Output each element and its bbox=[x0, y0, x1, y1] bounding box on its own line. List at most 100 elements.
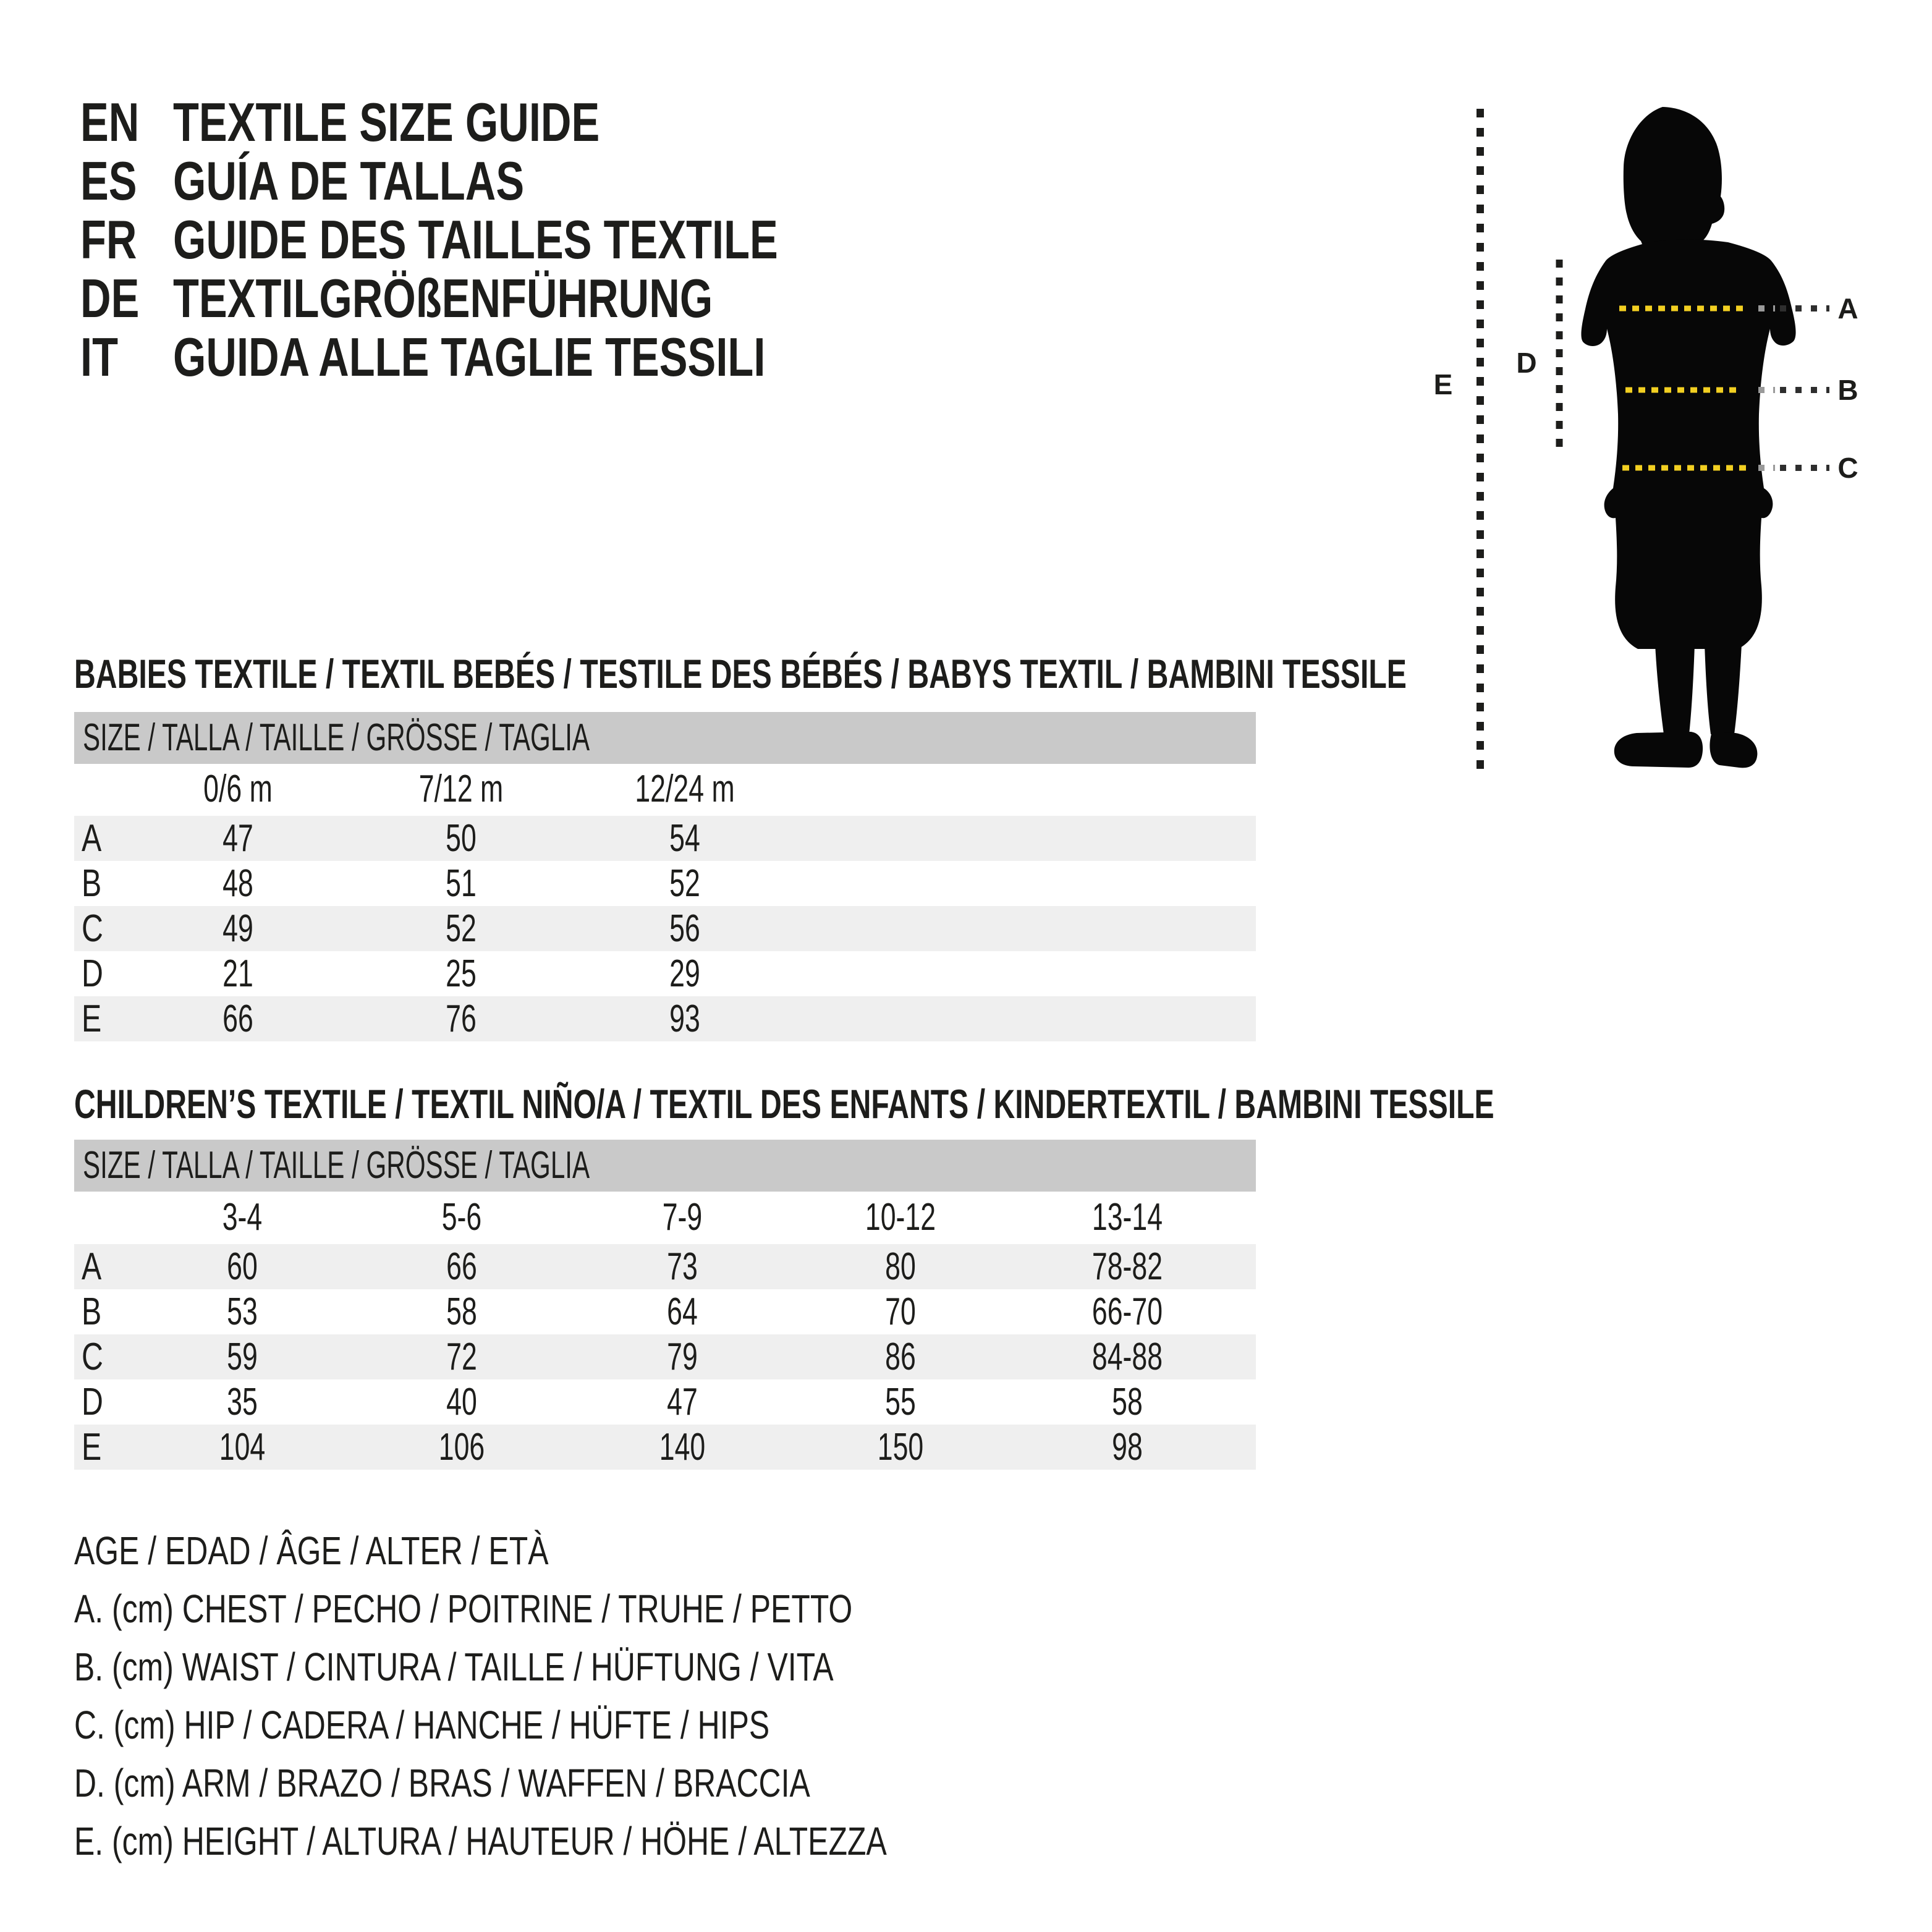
cell-value: 78-82 bbox=[1091, 1245, 1163, 1288]
figure-label-arm-d: D bbox=[1516, 347, 1536, 379]
cell-value: 64 bbox=[667, 1290, 698, 1333]
cell-value: 106 bbox=[438, 1426, 485, 1468]
cell-value: 73 bbox=[667, 1245, 698, 1288]
cell-value: 48 bbox=[222, 862, 253, 905]
children-row-a: A 60 66 73 80 78-82 bbox=[74, 1244, 1256, 1289]
cell-value: 55 bbox=[885, 1381, 916, 1423]
babies-col-header-3: 12/24 m bbox=[635, 768, 735, 810]
row-label: C bbox=[82, 907, 103, 950]
cell-value: 49 bbox=[222, 907, 253, 950]
children-column-headers: 3-4 5-6 7-9 10-12 13-14 bbox=[74, 1196, 1256, 1239]
row-label: D bbox=[82, 952, 103, 995]
cell-value: 52 bbox=[669, 862, 700, 905]
legend-text: AGE / EDAD / ÂGE / ALTER / ETÀ bbox=[74, 1528, 549, 1573]
figure-label-waist-b: B bbox=[1837, 374, 1858, 406]
cell-value: 79 bbox=[667, 1336, 698, 1378]
cell-value: 54 bbox=[669, 817, 700, 860]
language-code-it: IT bbox=[80, 326, 118, 388]
silhouette-right-shoe bbox=[1710, 732, 1758, 768]
cell-value: 86 bbox=[885, 1336, 916, 1378]
row-label: E bbox=[82, 1426, 102, 1468]
babies-size-header-text: SIZE / TALLA / TAILLE / GRÖSSE / TAGLIA bbox=[83, 716, 590, 759]
row-label: D bbox=[82, 1381, 103, 1423]
babies-row-e: E 66 76 93 bbox=[74, 996, 1256, 1041]
page-title-de: TEXTILGRÖßENFÜHRUNG bbox=[173, 268, 713, 329]
figure-label-height-e: E bbox=[1434, 368, 1453, 400]
language-code-de: DE bbox=[80, 268, 140, 329]
cell-value: 66 bbox=[222, 998, 253, 1040]
babies-row-d: D 21 25 29 bbox=[74, 951, 1256, 996]
cell-value: 76 bbox=[446, 998, 477, 1040]
language-code-fr: FR bbox=[80, 209, 137, 270]
cell-value: 70 bbox=[885, 1290, 916, 1333]
babies-section-heading: BABIES TEXTILE / TEXTIL BEBÉS / TESTILE … bbox=[74, 649, 1899, 698]
measure-lines bbox=[1619, 305, 1829, 471]
cell-value: 25 bbox=[446, 952, 477, 995]
cell-value: 51 bbox=[446, 862, 477, 905]
babies-row-a: A 47 50 54 bbox=[74, 816, 1256, 861]
cell-value: 29 bbox=[669, 952, 700, 995]
cell-value: 56 bbox=[669, 907, 700, 950]
figure-label-chest-a: A bbox=[1837, 292, 1858, 324]
page-title-es: GUÍA DE TALLAS bbox=[173, 150, 525, 211]
children-size-header-bar: SIZE / TALLA / TAILLE / GRÖSSE / TAGLIA bbox=[74, 1140, 1256, 1192]
silhouette-left-leg bbox=[1655, 644, 1695, 734]
cell-value: 50 bbox=[446, 817, 477, 860]
row-label: A bbox=[82, 817, 102, 860]
row-label: B bbox=[82, 1290, 102, 1333]
cell-value: 140 bbox=[659, 1426, 706, 1468]
children-row-d: D 35 40 47 55 58 bbox=[74, 1379, 1256, 1425]
babies-column-headers: 0/6 m 7/12 m 12/24 m bbox=[74, 768, 1256, 811]
babies-heading-text: BABIES TEXTILE / TEXTIL BEBÉS / TESTILE … bbox=[74, 651, 1407, 697]
babies-size-header-bar: SIZE / TALLA / TAILLE / GRÖSSE / TAGLIA bbox=[74, 712, 1256, 764]
cell-value: 35 bbox=[227, 1381, 258, 1423]
cell-value: 93 bbox=[669, 998, 700, 1040]
cell-value: 40 bbox=[446, 1381, 477, 1423]
silhouette-head bbox=[1623, 107, 1725, 256]
children-heading-text: CHILDREN’S TEXTILE / TEXTIL NIÑO/A / TEX… bbox=[74, 1081, 1494, 1127]
cell-value: 104 bbox=[219, 1426, 266, 1468]
children-section-heading: CHILDREN’S TEXTILE / TEXTIL NIÑO/A / TEX… bbox=[74, 1079, 1932, 1129]
cell-value: 53 bbox=[227, 1290, 258, 1333]
child-silhouette bbox=[1581, 107, 1796, 768]
cell-value: 80 bbox=[885, 1245, 916, 1288]
cell-value: 66-70 bbox=[1091, 1290, 1163, 1333]
babies-row-b: B 48 51 52 bbox=[74, 861, 1256, 906]
cell-value: 58 bbox=[446, 1290, 477, 1333]
cell-value: 59 bbox=[227, 1336, 258, 1378]
silhouette-left-shoe bbox=[1614, 732, 1703, 768]
children-size-header-text: SIZE / TALLA / TAILLE / GRÖSSE / TAGLIA bbox=[83, 1144, 590, 1187]
cell-value: 52 bbox=[446, 907, 477, 950]
language-code-en: EN bbox=[80, 91, 140, 153]
cell-value: 60 bbox=[227, 1245, 258, 1288]
language-code-es: ES bbox=[80, 150, 137, 211]
babies-col-header-1: 0/6 m bbox=[203, 768, 273, 810]
row-label: B bbox=[82, 862, 102, 905]
silhouette-torso bbox=[1581, 239, 1796, 649]
cell-value: 72 bbox=[446, 1336, 477, 1378]
cell-value: 98 bbox=[1112, 1426, 1143, 1468]
cell-value: 84-88 bbox=[1091, 1336, 1163, 1378]
cell-value: 21 bbox=[222, 952, 253, 995]
legend-text: D. (cm) ARM / BRAZO / BRAS / WAFFEN / BR… bbox=[74, 1761, 810, 1805]
babies-col-header-2: 7/12 m bbox=[418, 768, 504, 810]
legend-text: C. (cm) HIP / CADERA / HANCHE / HÜFTE / … bbox=[74, 1703, 770, 1747]
silhouette-right-leg bbox=[1705, 644, 1742, 734]
page-title-en: TEXTILE SIZE GUIDE bbox=[173, 91, 600, 153]
children-row-c: C 59 72 79 86 84-88 bbox=[74, 1334, 1256, 1379]
babies-row-c: C 49 52 56 bbox=[74, 906, 1256, 951]
cell-value: 47 bbox=[667, 1381, 698, 1423]
legend-text: B. (cm) WAIST / CINTURA / TAILLE / HÜFTU… bbox=[74, 1645, 834, 1689]
cell-value: 47 bbox=[222, 817, 253, 860]
children-row-b: B 53 58 64 70 66-70 bbox=[74, 1289, 1256, 1334]
children-col-header-1: 3-4 bbox=[222, 1196, 263, 1239]
children-col-header-2: 5-6 bbox=[441, 1196, 482, 1239]
row-label: E bbox=[82, 998, 102, 1040]
page-title-fr: GUIDE DES TAILLES TEXTILE bbox=[173, 209, 778, 270]
children-col-header-4: 10-12 bbox=[865, 1196, 936, 1239]
page-title-it: GUIDA ALLE TAGLIE TESSILI bbox=[173, 326, 766, 388]
legend-text: A. (cm) CHEST / PECHO / POITRINE / TRUHE… bbox=[74, 1587, 853, 1631]
figure-label-hip-c: C bbox=[1837, 452, 1858, 484]
children-row-e: E 104 106 140 150 98 bbox=[74, 1425, 1256, 1470]
